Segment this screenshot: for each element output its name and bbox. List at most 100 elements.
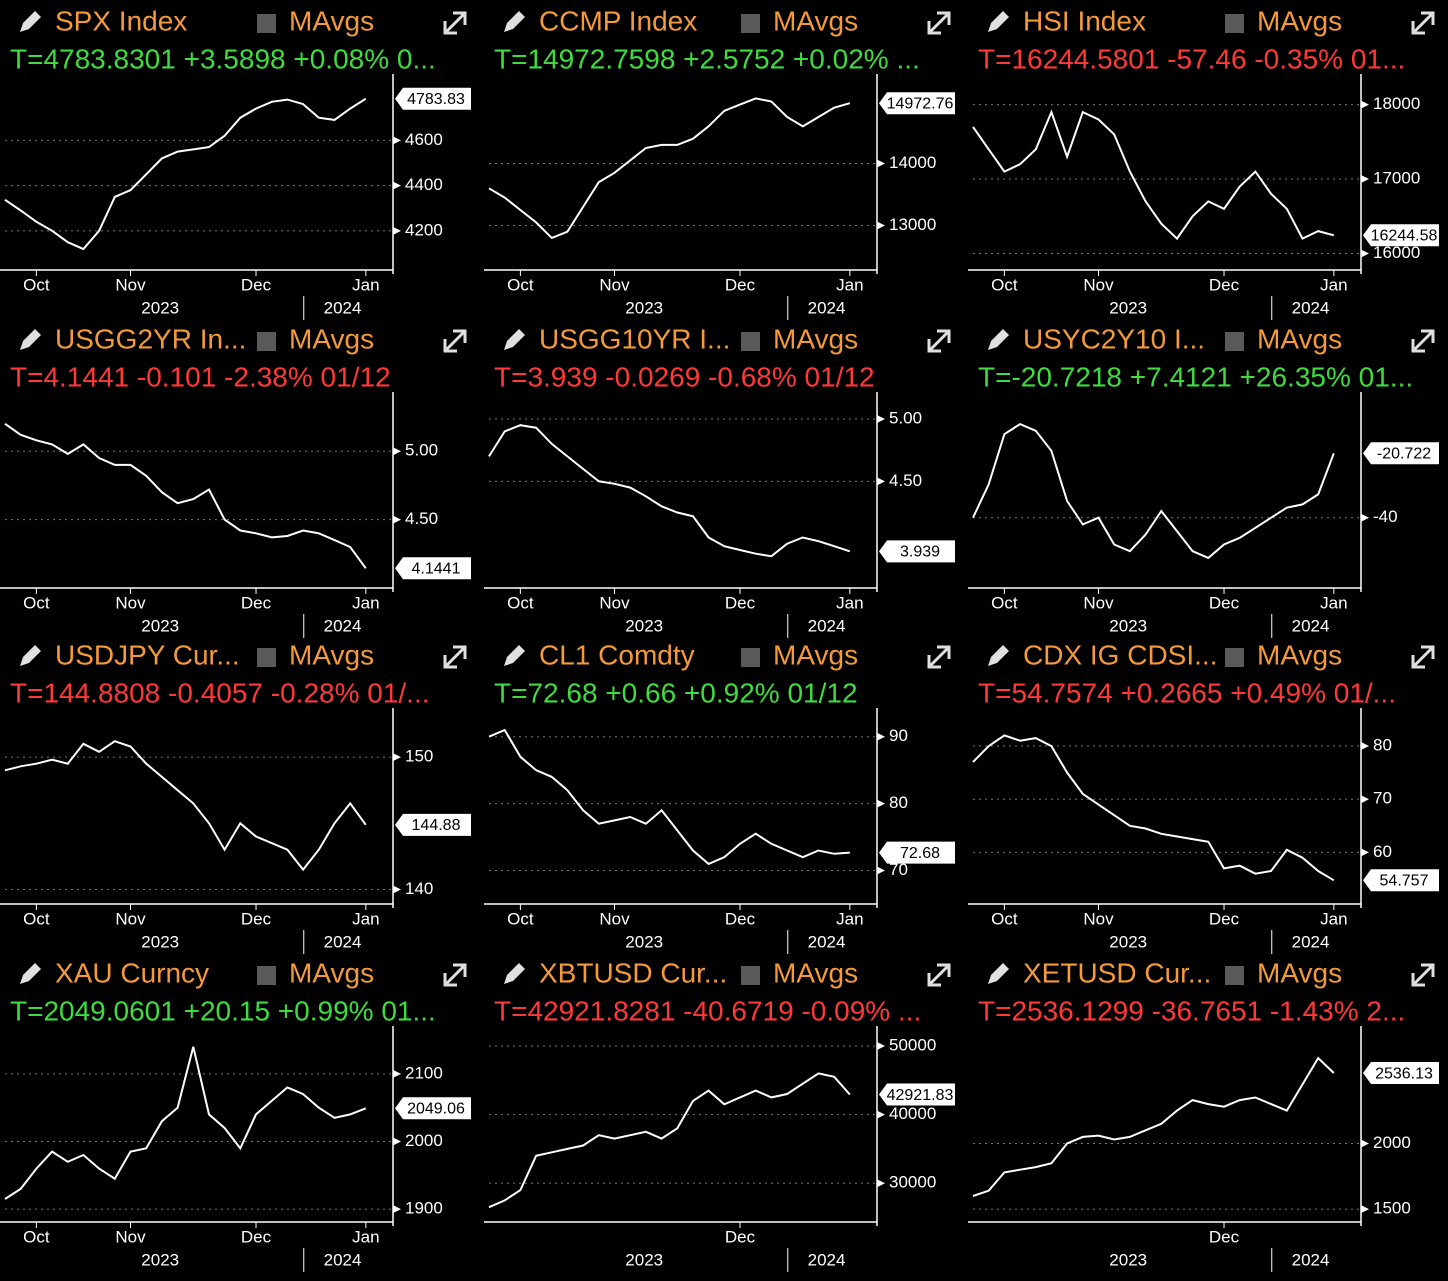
edit-icon[interactable] — [504, 329, 525, 350]
year-label: 2023 — [141, 1250, 179, 1269]
mavgs-checkbox[interactable] — [1225, 648, 1244, 667]
edit-icon[interactable] — [988, 11, 1009, 32]
mavgs-label[interactable]: MAvgs — [289, 957, 374, 988]
y-tick — [1361, 795, 1369, 804]
y-tick — [393, 515, 401, 524]
edit-icon[interactable] — [20, 11, 41, 32]
security-title[interactable]: SPX Index — [55, 5, 187, 36]
year-label: 2024 — [324, 616, 362, 635]
y-tick — [877, 477, 885, 486]
mavgs-checkbox[interactable] — [741, 14, 760, 33]
y-tick — [393, 447, 401, 456]
mavgs-label[interactable]: MAvgs — [773, 323, 858, 354]
edit-icon[interactable] — [20, 329, 41, 350]
mavgs-checkbox[interactable] — [1225, 14, 1244, 33]
edit-icon[interactable] — [20, 645, 41, 666]
expand-icon[interactable] — [443, 11, 467, 35]
mavgs-checkbox[interactable] — [1225, 966, 1244, 985]
x-tick-label: Nov — [115, 909, 146, 928]
expand-icon[interactable] — [443, 963, 467, 987]
edit-icon[interactable] — [988, 329, 1009, 350]
x-tick-label: Jan — [352, 275, 379, 294]
security-title[interactable]: XBTUSD Cur... — [539, 957, 727, 988]
edit-icon[interactable] — [988, 645, 1009, 666]
last-value-box — [1363, 442, 1439, 465]
last-value-box — [879, 841, 955, 864]
price-line — [488, 1072, 851, 1209]
last-value-box — [879, 92, 955, 115]
mavgs-checkbox[interactable] — [257, 332, 276, 351]
year-label: 2024 — [324, 298, 362, 317]
mavgs-checkbox[interactable] — [257, 648, 276, 667]
price-line — [972, 422, 1335, 560]
x-tick-label: Dec — [725, 1227, 756, 1246]
x-tick-label: Oct — [507, 275, 534, 294]
edit-icon[interactable] — [20, 963, 41, 984]
security-title[interactable]: XETUSD Cur... — [1023, 957, 1211, 988]
x-tick-label: Jan — [352, 909, 379, 928]
security-title[interactable]: HSI Index — [1023, 5, 1146, 36]
last-value-box — [879, 1083, 955, 1106]
mavgs-checkbox[interactable] — [257, 966, 276, 985]
security-title[interactable]: XAU Curncy — [55, 957, 209, 988]
expand-icon[interactable] — [443, 645, 467, 669]
y-tick-label: 4.50 — [405, 509, 438, 528]
mavgs-label[interactable]: MAvgs — [289, 639, 374, 670]
mavgs-label[interactable]: MAvgs — [773, 639, 858, 670]
mavgs-label[interactable]: MAvgs — [1257, 957, 1342, 988]
x-tick-label: Oct — [23, 275, 50, 294]
mavgs-label[interactable]: MAvgs — [1257, 639, 1342, 670]
mavgs-label[interactable]: MAvgs — [1257, 323, 1342, 354]
security-title[interactable]: USYC2Y10 I... — [1023, 323, 1205, 354]
expand-icon[interactable] — [927, 645, 951, 669]
edit-icon[interactable] — [988, 963, 1009, 984]
x-tick-label: Oct — [23, 593, 50, 612]
mavgs-checkbox[interactable] — [257, 14, 276, 33]
mavgs-checkbox[interactable] — [741, 332, 760, 351]
mavgs-label[interactable]: MAvgs — [773, 5, 858, 36]
year-label: 2024 — [808, 616, 846, 635]
year-label: 2024 — [324, 1250, 362, 1269]
mavgs-label[interactable]: MAvgs — [289, 323, 374, 354]
expand-icon[interactable] — [443, 329, 467, 353]
mavgs-label[interactable]: MAvgs — [1257, 5, 1342, 36]
x-tick-label: Nov — [1083, 909, 1114, 928]
expand-icon[interactable] — [927, 329, 951, 353]
expand-icon[interactable] — [1411, 11, 1435, 35]
mavgs-label[interactable]: MAvgs — [289, 5, 374, 36]
mavgs-checkbox[interactable] — [1225, 332, 1244, 351]
y-tick-label: 4200 — [405, 220, 443, 239]
edit-icon[interactable] — [504, 645, 525, 666]
year-label: 2024 — [1292, 1250, 1330, 1269]
y-tick — [1361, 100, 1369, 109]
price-line — [488, 97, 851, 240]
expand-icon[interactable] — [1411, 329, 1435, 353]
security-title[interactable]: CCMP Index — [539, 5, 697, 36]
edit-icon[interactable] — [504, 963, 525, 984]
edit-icon[interactable] — [504, 11, 525, 32]
security-title[interactable]: USDJPY Cur... — [55, 639, 240, 670]
y-tick-label: 80 — [889, 793, 908, 812]
year-label: 2023 — [625, 932, 663, 951]
last-value-box — [879, 540, 955, 563]
y-tick — [877, 1179, 885, 1188]
security-title[interactable]: CL1 Comdty — [539, 639, 695, 670]
mavgs-checkbox[interactable] — [741, 648, 760, 667]
security-title[interactable]: USGG10YR I... — [539, 323, 730, 354]
y-tick-label: 2000 — [405, 1131, 443, 1150]
expand-icon[interactable] — [1411, 963, 1435, 987]
x-tick-label: Nov — [115, 593, 146, 612]
security-title[interactable]: USGG2YR In... — [55, 323, 246, 354]
mavgs-label[interactable]: MAvgs — [773, 957, 858, 988]
x-tick-label: Oct — [23, 909, 50, 928]
security-title[interactable]: CDX IG CDSI... — [1023, 639, 1217, 670]
x-tick-label: Dec — [725, 275, 756, 294]
expand-icon[interactable] — [927, 963, 951, 987]
mavgs-checkbox[interactable] — [741, 966, 760, 985]
x-tick-label: Dec — [1209, 593, 1240, 612]
last-value-label: 4783.83 — [407, 91, 465, 108]
expand-icon[interactable] — [1411, 645, 1435, 669]
year-label: 2023 — [141, 932, 179, 951]
expand-icon[interactable] — [927, 11, 951, 35]
